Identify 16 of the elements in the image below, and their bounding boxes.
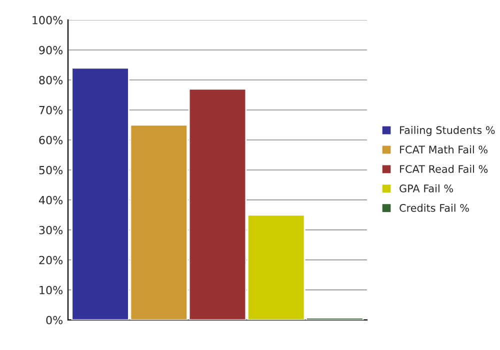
y-tick-label: 20% xyxy=(39,256,63,264)
legend-label: GPA Fail % xyxy=(400,184,453,192)
y-tick-label: 60% xyxy=(39,136,63,144)
y-tick-label: 10% xyxy=(40,286,63,294)
legend-label: Failing Students % xyxy=(400,126,495,136)
y-tick-label: 30% xyxy=(39,226,63,234)
y-tick-label: 0% xyxy=(46,316,63,324)
y-tick-label: 90% xyxy=(39,46,63,54)
y-tick-label: 40% xyxy=(38,196,63,204)
legend-label: FCAT Read Fail % xyxy=(400,164,488,173)
y-tick-label: 70% xyxy=(39,106,63,114)
legend-label: Credits Fail % xyxy=(400,204,469,212)
y-tick-label: 100% xyxy=(32,16,63,24)
y-tick-label: 50% xyxy=(39,166,63,174)
legend-label: FCAT Math Fail % xyxy=(400,145,488,154)
y-tick-label: 80% xyxy=(39,76,63,84)
